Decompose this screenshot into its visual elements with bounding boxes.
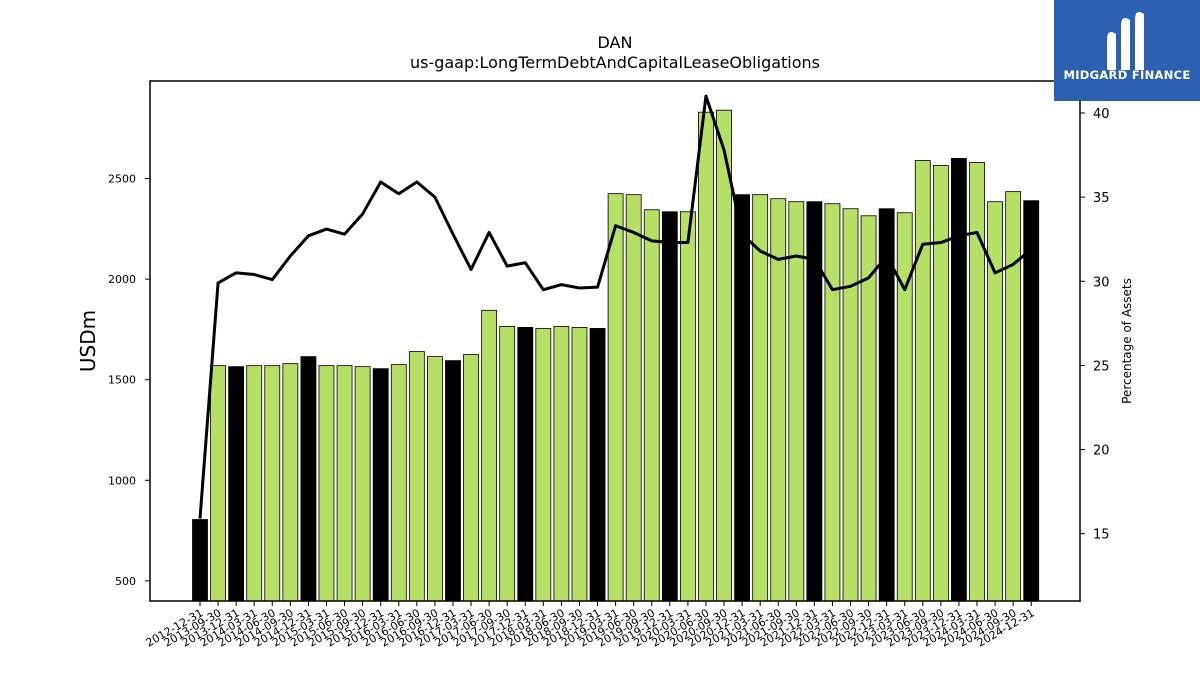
bar — [390, 364, 407, 602]
bar-group — [192, 109, 1040, 602]
bar — [408, 351, 425, 602]
bar — [661, 211, 678, 602]
y2-axis-label: Percentage of Assets — [1120, 278, 1134, 404]
bar — [571, 327, 588, 602]
bar — [752, 194, 769, 602]
bar — [300, 356, 317, 602]
line-series — [198, 94, 1033, 519]
bar — [192, 519, 208, 602]
x-axis: 2012-12-312013-09-302013-12-312014-03-31… — [144, 601, 1037, 650]
y2-tick-label: 40 — [1093, 107, 1110, 122]
bar — [336, 365, 353, 602]
bar — [969, 162, 985, 602]
bar — [643, 209, 660, 602]
bar — [372, 368, 389, 602]
bar — [734, 194, 750, 602]
bar — [607, 193, 624, 602]
bar — [427, 356, 443, 602]
y2-tick-label: 25 — [1093, 359, 1110, 374]
chart-subtitle: us-gaap:LongTermDebtAndCapitalLeaseOblig… — [410, 53, 820, 72]
line-group — [198, 94, 1033, 519]
bar — [246, 365, 263, 602]
y2-tick-label: 30 — [1093, 275, 1110, 290]
y-tick-label: 1500 — [108, 374, 136, 387]
bar — [788, 201, 805, 602]
bar — [535, 328, 552, 602]
bar — [589, 328, 606, 602]
bar — [824, 203, 841, 602]
y-axis-right: 15 20 25 30 35 40 — [1080, 107, 1110, 543]
bar — [210, 365, 226, 602]
plot-frame — [149, 80, 1081, 602]
bar — [553, 326, 570, 602]
bar — [1005, 191, 1022, 602]
bar — [264, 365, 281, 602]
bar — [517, 327, 534, 602]
bar — [914, 160, 931, 602]
y2-tick-label: 20 — [1093, 444, 1110, 459]
bar — [698, 111, 714, 602]
y-axis-label: USDm — [76, 310, 100, 372]
bar — [499, 326, 516, 602]
bar — [932, 165, 949, 602]
y-axis-left: 500 1000 1500 2000 2500 — [108, 173, 150, 588]
bar — [228, 366, 245, 602]
bar — [842, 208, 859, 602]
bar — [679, 211, 696, 602]
logo-mark-icon — [1107, 12, 1144, 70]
bar — [481, 309, 498, 602]
y2-tick-label: 35 — [1093, 191, 1110, 206]
chart-title: DAN — [598, 33, 633, 52]
bar — [716, 109, 732, 602]
bar — [1023, 200, 1040, 602]
y2-tick-label: 15 — [1093, 528, 1110, 543]
bar — [354, 366, 371, 602]
bar — [318, 365, 335, 602]
logo-text: MIDGARD FINANCE — [1063, 68, 1191, 82]
bar — [445, 360, 461, 602]
y-tick-label: 500 — [115, 575, 136, 588]
bar — [463, 354, 479, 602]
logo: MIDGARD FINANCE — [1054, 0, 1200, 101]
y-tick-label: 2500 — [108, 173, 136, 186]
y-tick-label: 2000 — [108, 273, 136, 286]
bar — [951, 158, 967, 602]
y-tick-label: 1000 — [108, 474, 136, 487]
bar — [896, 212, 913, 602]
bar — [625, 194, 642, 602]
bar — [282, 363, 299, 602]
